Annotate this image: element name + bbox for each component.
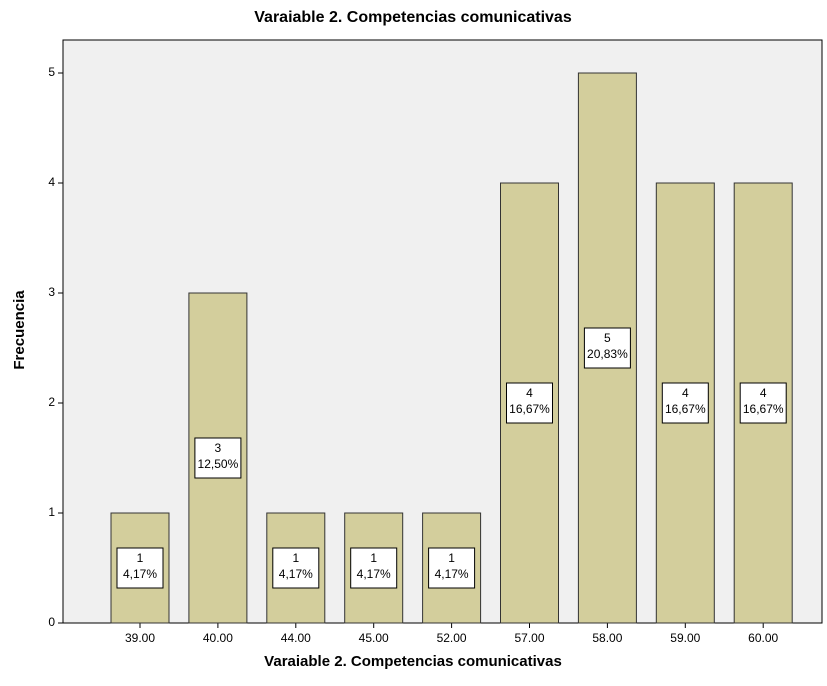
data-label: 1 <box>137 551 144 565</box>
y-tick-label: 0 <box>48 615 55 629</box>
data-label: 1 <box>448 551 455 565</box>
data-label-box <box>428 547 476 589</box>
data-label-box <box>194 437 242 479</box>
x-tick-label: 57.00 <box>514 631 544 645</box>
x-tick-label: 44.00 <box>281 631 311 645</box>
x-tick-label: 59.00 <box>670 631 700 645</box>
percent-label: 4,17% <box>123 567 157 581</box>
percent-label: 16,67% <box>509 402 550 416</box>
y-tick-label: 4 <box>48 175 55 189</box>
data-label-box <box>116 547 164 589</box>
percent-label: 20,83% <box>587 347 628 361</box>
data-label-box <box>739 382 787 424</box>
y-tick-label: 1 <box>48 505 55 519</box>
x-tick-label: 58.00 <box>592 631 622 645</box>
data-label: 4 <box>682 386 689 400</box>
percent-label: 4,17% <box>279 567 313 581</box>
data-label: 1 <box>292 551 299 565</box>
data-label-box <box>583 327 631 369</box>
x-tick-label: 45.00 <box>359 631 389 645</box>
percent-label: 16,67% <box>665 402 706 416</box>
data-label: 4 <box>760 386 767 400</box>
data-label-box <box>350 547 398 589</box>
y-axis-title: Frecuencia <box>11 290 28 370</box>
percent-label: 12,50% <box>198 457 239 471</box>
y-tick-label: 2 <box>48 395 55 409</box>
data-label: 1 <box>370 551 377 565</box>
data-label: 3 <box>215 441 222 455</box>
data-label-box <box>272 547 320 589</box>
percent-label: 16,67% <box>743 402 784 416</box>
data-label-box <box>506 382 553 424</box>
data-label: 4 <box>526 386 533 400</box>
chart-title: Varaiable 2. Competencias comunicativas <box>254 9 572 26</box>
data-label: 5 <box>604 331 611 345</box>
x-tick-label: 40.00 <box>203 631 233 645</box>
x-tick-label: 39.00 <box>125 631 155 645</box>
y-tick-label: 5 <box>48 65 55 79</box>
x-tick-label: 60.00 <box>748 631 778 645</box>
percent-label: 4,17% <box>357 567 391 581</box>
x-tick-label: 52.00 <box>437 631 467 645</box>
x-axis-title: Varaiable 2. Competencias comunicativas <box>264 653 562 670</box>
y-tick-label: 3 <box>48 285 55 299</box>
data-label-box <box>661 382 709 424</box>
percent-label: 4,17% <box>435 567 469 581</box>
